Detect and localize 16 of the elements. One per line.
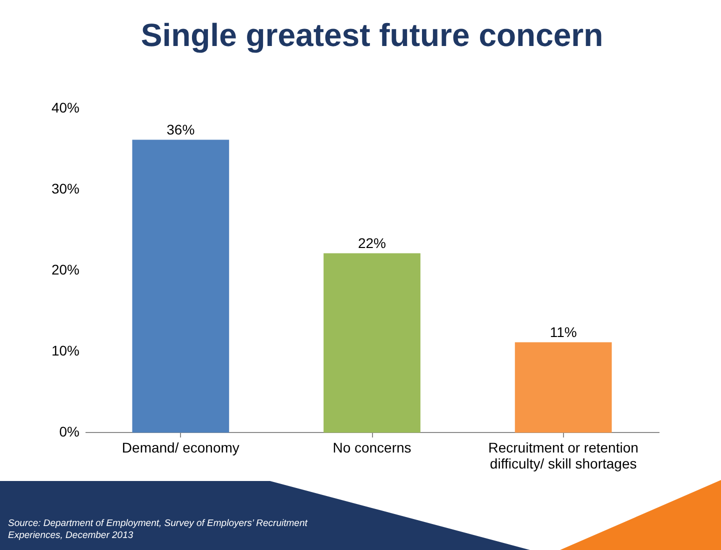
data-label: 36% <box>166 121 195 138</box>
y-tick-label: 0% <box>59 424 80 440</box>
data-label: 11% <box>550 324 577 340</box>
data-label: 22% <box>358 234 386 251</box>
y-tick-label: 30% <box>51 180 80 196</box>
bar <box>324 253 420 433</box>
x-tick-label: Recruitment or retention difficulty/ skill shortages <box>488 440 638 472</box>
y-tick-label: 40% <box>51 100 80 116</box>
y-tick-label: 20% <box>51 262 80 278</box>
bar <box>514 342 612 433</box>
x-tick-label: Demand/ economy <box>122 440 240 456</box>
chart-title: Single greatest future concern <box>140 17 604 53</box>
source-note: Source: Department of Employment, Survey of Employers’ Recruitment Experiences, December 2013 <box>8 518 309 542</box>
x-tick-label: No concerns <box>332 440 412 456</box>
bar <box>132 140 230 433</box>
y-tick-label: 10% <box>51 342 80 358</box>
